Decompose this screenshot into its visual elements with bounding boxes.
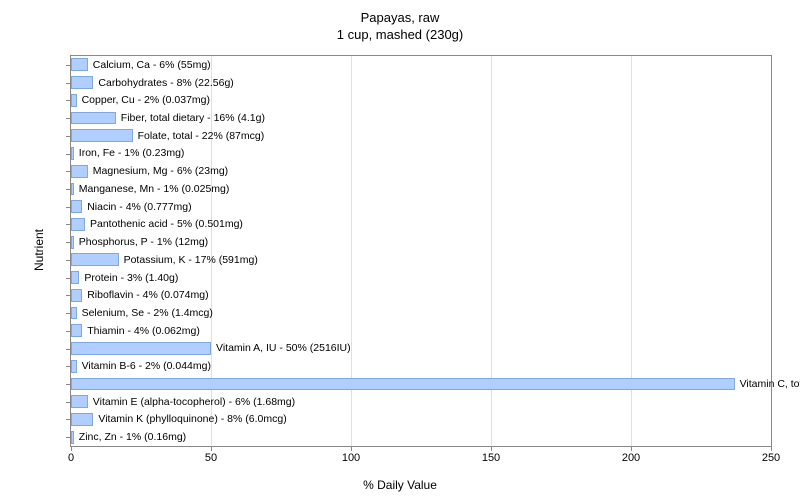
nutrient-bar	[71, 76, 93, 89]
bar-row: Vitamin B-6 - 2% (0.044mg)	[71, 360, 771, 373]
nutrient-bar	[71, 324, 82, 337]
nutrient-bar	[71, 165, 88, 178]
bar-row: Calcium, Ca - 6% (55mg)	[71, 58, 771, 71]
nutrient-label: Protein - 3% (1.40g)	[84, 272, 178, 284]
x-axis-label: % Daily Value	[363, 478, 437, 492]
bar-row: Pantothenic acid - 5% (0.501mg)	[71, 218, 771, 231]
nutrient-label: Folate, total - 22% (87mcg)	[138, 130, 265, 142]
bar-row: Manganese, Mn - 1% (0.025mg)	[71, 183, 771, 196]
x-tick-mark	[211, 446, 212, 451]
bar-row: Fiber, total dietary - 16% (4.1g)	[71, 112, 771, 125]
x-tick-label: 0	[68, 452, 74, 464]
nutrient-bar	[71, 360, 77, 373]
nutrient-label: Vitamin C, total ascorbic acid - 237% (1…	[740, 378, 800, 390]
bar-row: Vitamin C, total ascorbic acid - 237% (1…	[71, 378, 771, 391]
nutrient-label: Copper, Cu - 2% (0.037mg)	[82, 94, 210, 106]
plot-area: 050100150200250Calcium, Ca - 6% (55mg)Ca…	[70, 55, 772, 447]
x-tick-label: 100	[342, 452, 360, 464]
nutrient-bar	[71, 413, 93, 426]
nutrient-label: Zinc, Zn - 1% (0.16mg)	[79, 431, 186, 443]
nutrient-label: Magnesium, Mg - 6% (23mg)	[93, 165, 228, 177]
x-tick-mark	[491, 446, 492, 451]
x-tick-label: 150	[482, 452, 500, 464]
x-tick-mark	[71, 446, 72, 451]
nutrient-label: Potassium, K - 17% (591mg)	[124, 254, 258, 266]
chart-container: Papayas, raw 1 cup, mashed (230g) Nutrie…	[0, 0, 800, 500]
nutrient-bar	[71, 218, 85, 231]
nutrient-bar	[71, 94, 77, 107]
bar-row: Zinc, Zn - 1% (0.16mg)	[71, 431, 771, 444]
bar-row: Niacin - 4% (0.777mg)	[71, 200, 771, 213]
nutrient-label: Carbohydrates - 8% (22.56g)	[98, 77, 233, 89]
x-tick-mark	[351, 446, 352, 451]
nutrient-bar	[71, 431, 74, 444]
nutrient-label: Niacin - 4% (0.777mg)	[87, 201, 191, 213]
nutrient-bar	[71, 200, 82, 213]
nutrient-label: Thiamin - 4% (0.062mg)	[87, 325, 200, 337]
x-tick-mark	[631, 446, 632, 451]
nutrient-bar	[71, 112, 116, 125]
bar-row: Selenium, Se - 2% (1.4mcg)	[71, 307, 771, 320]
x-tick-mark	[771, 446, 772, 451]
bar-row: Vitamin K (phylloquinone) - 8% (6.0mcg)	[71, 413, 771, 426]
nutrient-bar	[71, 58, 88, 71]
nutrient-label: Fiber, total dietary - 16% (4.1g)	[121, 112, 265, 124]
bar-row: Protein - 3% (1.40g)	[71, 271, 771, 284]
nutrient-bar	[71, 289, 82, 302]
bar-row: Magnesium, Mg - 6% (23mg)	[71, 165, 771, 178]
bar-row: Iron, Fe - 1% (0.23mg)	[71, 147, 771, 160]
x-tick-label: 250	[762, 452, 780, 464]
nutrient-label: Phosphorus, P - 1% (12mg)	[79, 236, 208, 248]
nutrient-bar	[71, 342, 211, 355]
x-tick-label: 50	[205, 452, 217, 464]
bar-row: Carbohydrates - 8% (22.56g)	[71, 76, 771, 89]
nutrient-bar	[71, 378, 735, 391]
bar-row: Folate, total - 22% (87mcg)	[71, 129, 771, 142]
nutrient-label: Vitamin A, IU - 50% (2516IU)	[216, 342, 351, 354]
nutrient-bar	[71, 147, 74, 160]
nutrient-bar	[71, 183, 74, 196]
nutrient-label: Vitamin K (phylloquinone) - 8% (6.0mcg)	[98, 413, 286, 425]
nutrient-bar	[71, 129, 133, 142]
x-tick-label: 200	[622, 452, 640, 464]
bar-row: Thiamin - 4% (0.062mg)	[71, 324, 771, 337]
title-line-1: Papayas, raw	[0, 10, 800, 27]
bar-row: Vitamin E (alpha-tocopherol) - 6% (1.68m…	[71, 395, 771, 408]
bar-row: Phosphorus, P - 1% (12mg)	[71, 236, 771, 249]
nutrient-bar	[71, 307, 77, 320]
nutrient-label: Vitamin B-6 - 2% (0.044mg)	[82, 360, 211, 372]
bar-row: Potassium, K - 17% (591mg)	[71, 253, 771, 266]
nutrient-bar	[71, 236, 74, 249]
nutrient-bar	[71, 271, 79, 284]
nutrient-label: Iron, Fe - 1% (0.23mg)	[79, 147, 185, 159]
bar-row: Copper, Cu - 2% (0.037mg)	[71, 94, 771, 107]
nutrient-label: Pantothenic acid - 5% (0.501mg)	[90, 218, 243, 230]
title-line-2: 1 cup, mashed (230g)	[0, 27, 800, 44]
chart-title: Papayas, raw 1 cup, mashed (230g)	[0, 0, 800, 44]
nutrient-bar	[71, 253, 119, 266]
nutrient-label: Calcium, Ca - 6% (55mg)	[93, 59, 211, 71]
nutrient-label: Riboflavin - 4% (0.074mg)	[87, 289, 208, 301]
nutrient-label: Vitamin E (alpha-tocopherol) - 6% (1.68m…	[93, 396, 295, 408]
nutrient-bar	[71, 395, 88, 408]
nutrient-label: Manganese, Mn - 1% (0.025mg)	[79, 183, 230, 195]
bar-row: Vitamin A, IU - 50% (2516IU)	[71, 342, 771, 355]
y-axis-label: Nutrient	[32, 229, 46, 271]
bar-row: Riboflavin - 4% (0.074mg)	[71, 289, 771, 302]
nutrient-label: Selenium, Se - 2% (1.4mcg)	[82, 307, 213, 319]
